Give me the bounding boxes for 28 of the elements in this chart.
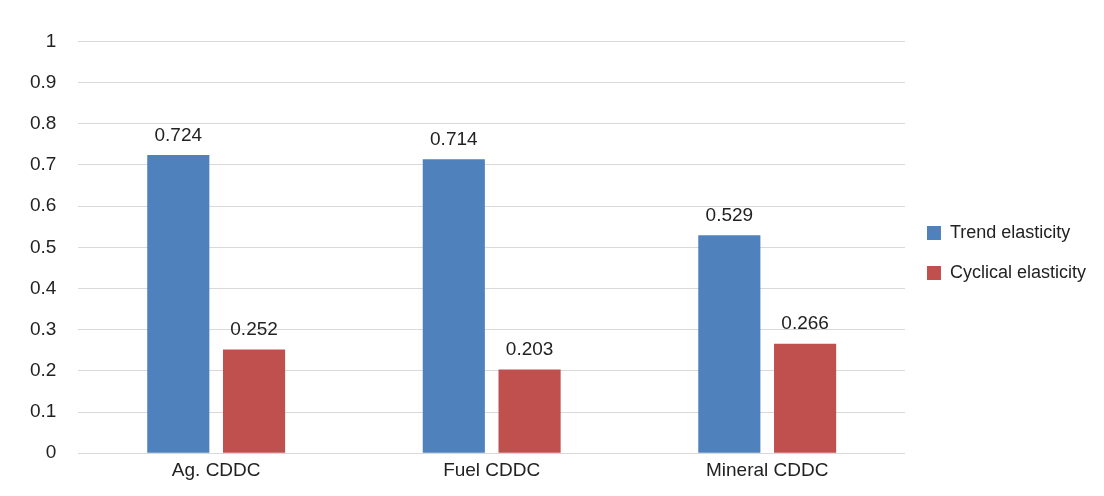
x-tick-label: Ag. CDDC	[171, 458, 261, 480]
x-tick-label: Fuel CDDC	[443, 458, 541, 480]
y-tick-label: 0.3	[29, 317, 57, 339]
y-tick-label: 0.5	[29, 235, 57, 257]
bar	[698, 235, 761, 453]
legend-label: Cyclical elasticity	[949, 261, 1086, 282]
bar	[498, 369, 561, 453]
data-label: 0.203	[505, 338, 554, 360]
data-label: 0.724	[154, 123, 203, 145]
data-label: 0.266	[781, 312, 829, 334]
y-tick-label: 0.4	[29, 276, 57, 298]
y-tick-label: 0.2	[29, 359, 57, 381]
bar	[222, 349, 286, 453]
y-tick-label: 1	[45, 29, 57, 51]
y-tick-label: 0.6	[29, 194, 57, 216]
bar	[774, 343, 837, 453]
y-tick-label: 0.7	[29, 153, 57, 175]
bar	[147, 155, 210, 453]
data-label: 0.252	[230, 318, 278, 340]
y-tick-label: 0	[45, 441, 57, 463]
data-label: 0.714	[430, 127, 479, 149]
y-tick-label: 0.8	[29, 111, 57, 133]
x-tick-label: Mineral CDDC	[705, 458, 829, 480]
y-tick-label: 0.9	[29, 70, 57, 92]
bar	[422, 159, 485, 453]
data-label: 0.529	[705, 204, 754, 226]
y-tick-label: 0.1	[29, 400, 57, 422]
legend-label: Trend elasticity	[949, 221, 1071, 242]
